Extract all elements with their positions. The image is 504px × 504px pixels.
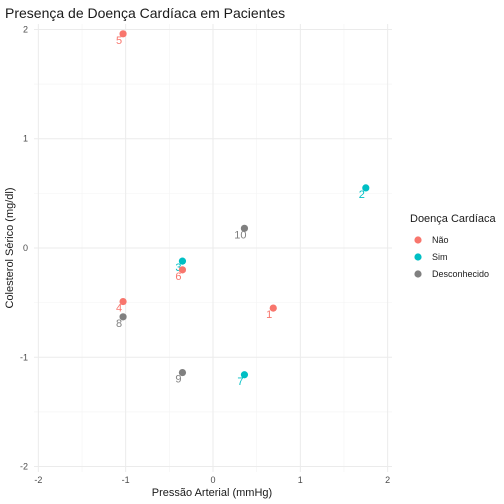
y-tick-label: 0 bbox=[23, 243, 28, 253]
x-tick-label: -2 bbox=[34, 475, 42, 485]
point-label: 2 bbox=[359, 189, 365, 201]
point-label: 10 bbox=[234, 229, 246, 241]
y-tick-label: -1 bbox=[20, 352, 28, 362]
point-label: 5 bbox=[116, 35, 122, 47]
y-tick-label: 2 bbox=[23, 24, 28, 34]
point-label: 1 bbox=[266, 309, 272, 321]
y-tick-label: 1 bbox=[23, 134, 28, 144]
y-axis-label: Colesterol Sérico (mg/dl) bbox=[4, 187, 16, 308]
point-label: 6 bbox=[175, 271, 181, 283]
legend-entry-label: Sim bbox=[432, 252, 448, 262]
legend-entry-label: Não bbox=[432, 235, 449, 245]
point-label: 4 bbox=[116, 303, 122, 315]
x-axis-label: Pressão Arterial (mmHg) bbox=[152, 487, 272, 499]
point-label: 9 bbox=[175, 374, 181, 386]
chart-title: Presença de Doença Cardíaca em Pacientes bbox=[5, 5, 285, 21]
legend-key bbox=[414, 270, 421, 277]
y-tick-label: -2 bbox=[20, 462, 28, 472]
x-tick-label: 1 bbox=[298, 475, 303, 485]
legend-title: Doença Cardíaca bbox=[410, 213, 496, 225]
y-axis-ticks: -2 -1 0 1 2 bbox=[20, 24, 28, 471]
point-label: 7 bbox=[237, 376, 243, 388]
x-tick-label: 2 bbox=[385, 475, 390, 485]
legend: Doença Cardíaca Não Sim Desconhecido bbox=[410, 213, 496, 279]
point-label: 8 bbox=[116, 318, 122, 330]
grid bbox=[34, 24, 392, 472]
x-tick-label: -1 bbox=[122, 475, 130, 485]
x-axis-ticks: -2 -1 0 1 2 bbox=[34, 475, 390, 485]
x-tick-label: 0 bbox=[210, 475, 215, 485]
legend-entry-label: Desconhecido bbox=[432, 269, 489, 279]
legend-key bbox=[414, 236, 421, 243]
legend-key bbox=[414, 253, 421, 260]
